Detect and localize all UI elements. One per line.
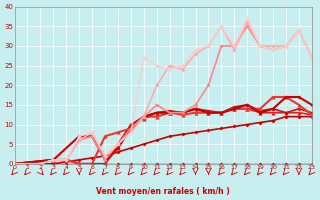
X-axis label: Vent moyen/en rafales ( km/h ): Vent moyen/en rafales ( km/h ) — [96, 187, 230, 196]
